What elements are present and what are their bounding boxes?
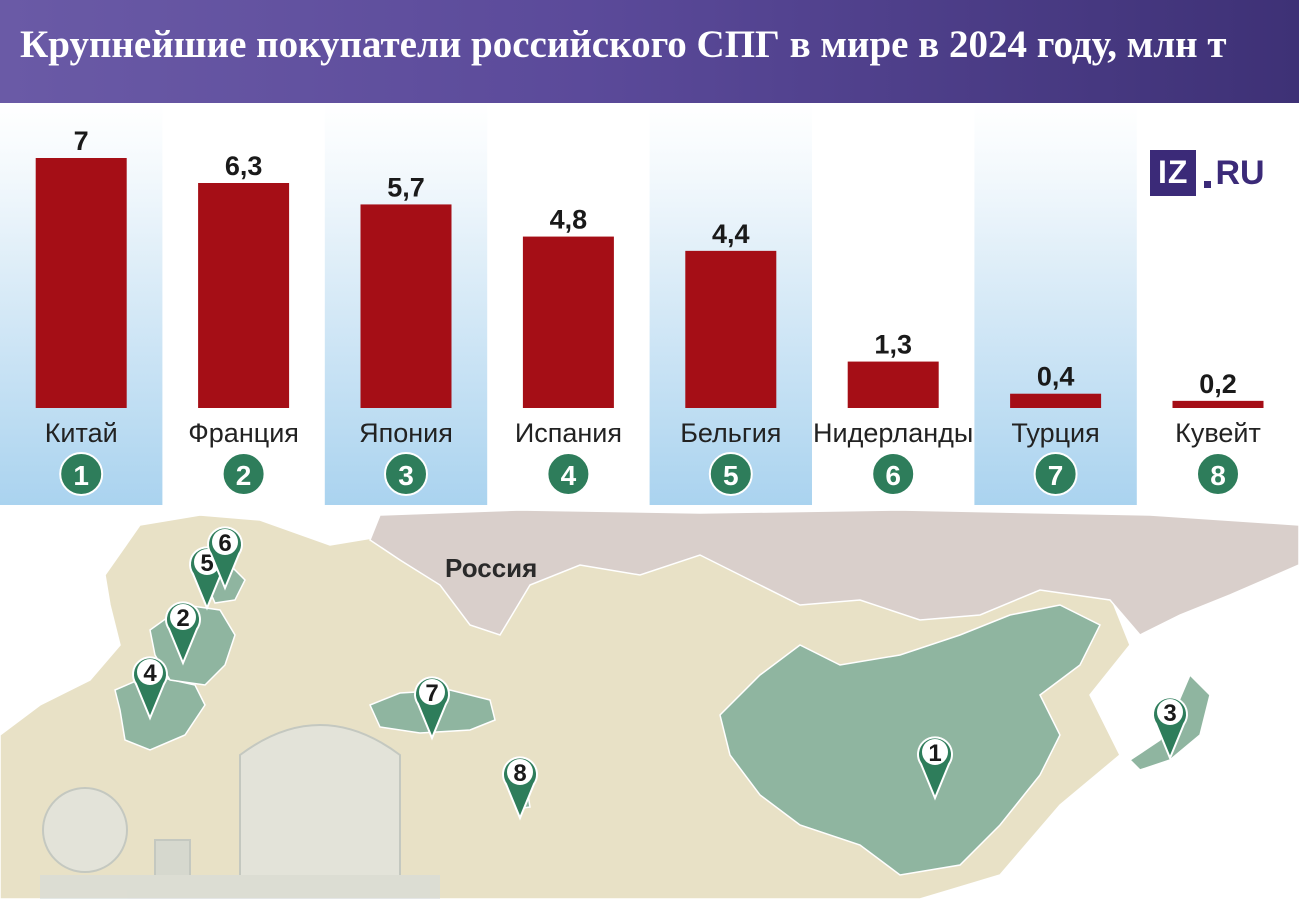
map-marker: 7 bbox=[414, 676, 450, 741]
rank-badge bbox=[546, 452, 591, 496]
rank-badge bbox=[1196, 452, 1240, 496]
map-pin-number: 3 bbox=[1163, 700, 1176, 727]
category-label: Китай bbox=[45, 418, 118, 448]
category-label: Бельгия bbox=[680, 418, 781, 448]
bar bbox=[198, 183, 290, 408]
map-marker: 1 bbox=[917, 736, 953, 801]
map-marker: 6 bbox=[207, 526, 243, 591]
value-label: 6,3 bbox=[225, 151, 263, 181]
map-marker: 3 bbox=[1152, 696, 1188, 761]
rank-badge bbox=[1033, 452, 1078, 496]
map-pin-number: 7 bbox=[425, 680, 438, 707]
page-title: Крупнейшие покупатели российского СПГ в … bbox=[20, 23, 1227, 66]
bar bbox=[35, 158, 127, 408]
map-pin-number: 1 bbox=[928, 740, 941, 767]
header-banner: Крупнейшие покупатели российского СПГ в … bbox=[0, 0, 1299, 103]
rank-number: 6 bbox=[885, 460, 901, 491]
map-pin-number: 6 bbox=[218, 530, 231, 557]
category-label: Испания bbox=[515, 418, 622, 448]
map-pin-number: 2 bbox=[176, 605, 189, 632]
value-label: 1,3 bbox=[874, 330, 912, 360]
logo-box: IZ bbox=[1150, 150, 1197, 196]
map-pin-number: 8 bbox=[513, 760, 526, 787]
rank-number: 3 bbox=[398, 460, 414, 491]
rank-badge bbox=[59, 452, 104, 496]
map: Россия 1 2 3 4 56 7 8 bbox=[0, 505, 1299, 899]
map-pin-center bbox=[507, 759, 533, 785]
rank-number: 8 bbox=[1210, 460, 1226, 491]
bar-chart-area: 7 Китай 1 6,3 Франция 2 5,7 Япония 3 4,8 Испания 4 4… bbox=[0, 103, 1299, 505]
map-pin-center bbox=[212, 529, 238, 555]
value-label: 0,2 bbox=[1199, 369, 1237, 399]
column-background bbox=[974, 103, 1137, 505]
map-pin-center bbox=[170, 604, 196, 630]
logo-dot bbox=[1204, 180, 1212, 188]
map-pin-number: 5 bbox=[200, 550, 213, 577]
iz-ru-logo: IZ RU bbox=[1150, 148, 1265, 198]
rank-badge bbox=[871, 452, 916, 496]
bar-chart: 7 Китай 1 6,3 Франция 2 5,7 Япония 3 4,8 Испания 4 4… bbox=[0, 103, 1264, 505]
map-marker: 2 bbox=[165, 601, 201, 666]
category-label: Франция bbox=[188, 418, 299, 448]
map-pin-center bbox=[137, 659, 163, 685]
value-label: 5,7 bbox=[387, 172, 425, 202]
bar bbox=[360, 204, 452, 408]
bar bbox=[522, 236, 614, 408]
bar bbox=[847, 361, 939, 408]
category-label: Нидерланды bbox=[813, 418, 973, 448]
value-label: 4,8 bbox=[550, 205, 588, 235]
map-pin-center bbox=[419, 679, 445, 705]
rank-number: 2 bbox=[236, 460, 252, 491]
value-label: 7 bbox=[74, 126, 89, 156]
lng-tank-illustration bbox=[40, 724, 440, 899]
rank-badge bbox=[708, 452, 753, 496]
rank-badge bbox=[221, 452, 266, 496]
rank-number: 7 bbox=[1048, 460, 1064, 491]
russia-region bbox=[369, 509, 1299, 636]
value-label: 0,4 bbox=[1037, 362, 1075, 392]
china bbox=[719, 604, 1102, 876]
map-pin-center bbox=[1157, 699, 1183, 725]
map-marker: 4 bbox=[132, 656, 168, 721]
bar bbox=[1010, 393, 1102, 408]
map-marker: 8 bbox=[502, 756, 538, 821]
logo-suffix: RU bbox=[1215, 154, 1265, 192]
rank-number: 1 bbox=[73, 460, 89, 491]
category-label: Кувейт bbox=[1175, 418, 1261, 448]
map-pin-number: 4 bbox=[143, 660, 157, 687]
rank-number: 4 bbox=[561, 460, 577, 491]
russia-label: Россия bbox=[445, 553, 537, 583]
rank-number: 5 bbox=[723, 460, 739, 491]
category-label: Япония bbox=[359, 418, 453, 448]
rank-badge bbox=[384, 452, 428, 496]
map-pin-center bbox=[922, 739, 948, 765]
category-label: Турция bbox=[1011, 418, 1099, 448]
bar bbox=[1172, 400, 1264, 408]
bar bbox=[685, 250, 777, 408]
value-label: 4,4 bbox=[712, 219, 750, 249]
